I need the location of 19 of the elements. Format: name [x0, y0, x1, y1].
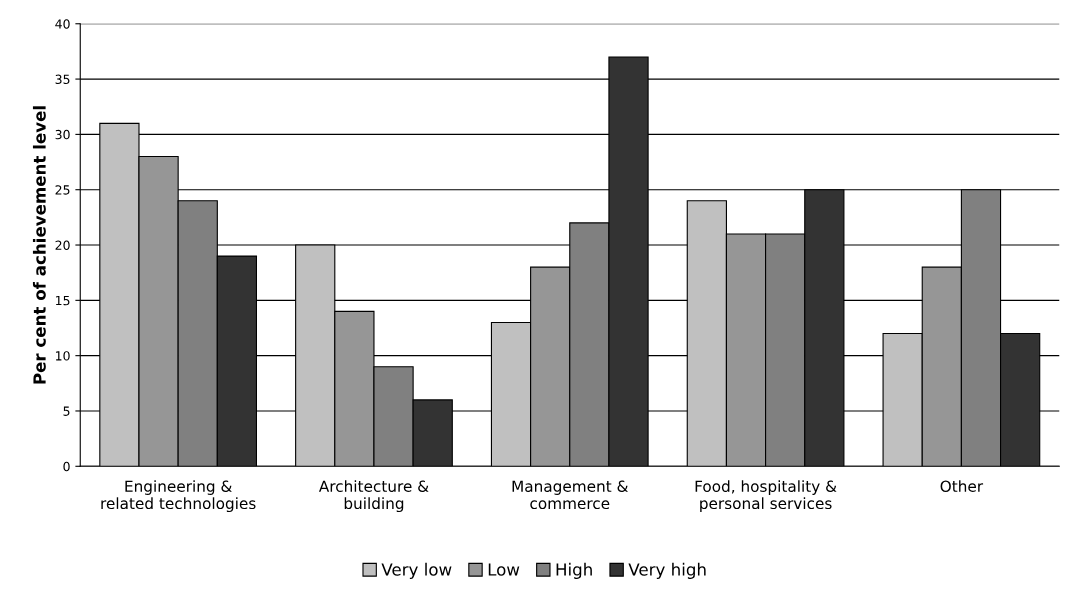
legend-label: Very low: [381, 562, 452, 579]
x-tick-label: Other: [940, 480, 984, 492]
y-tick-label: 0: [63, 461, 70, 472]
y-axis-title: Per cent of achievement level: [32, 106, 46, 384]
y-tick-label: 40: [55, 19, 70, 29]
legend-label: High: [556, 562, 592, 579]
y-tick-label: 5: [63, 406, 70, 416]
x-tick-label: Food, hospitality & personal services: [695, 480, 837, 513]
legend-label: Low: [488, 563, 520, 576]
y-tick-label: 30: [55, 129, 70, 140]
y-tick-label: 35: [55, 74, 70, 84]
x-tick-label: Management & commerce: [512, 480, 629, 510]
x-tick-label: Architecture & building: [318, 480, 429, 513]
y-tick-label: 25: [55, 185, 70, 195]
y-tick-label: 10: [55, 351, 70, 361]
y-tick-label: 20: [55, 240, 70, 250]
x-tick-label: Engineering & related technologies: [101, 480, 256, 513]
legend-label: Very high: [628, 562, 706, 579]
y-tick-label: 15: [55, 295, 70, 306]
